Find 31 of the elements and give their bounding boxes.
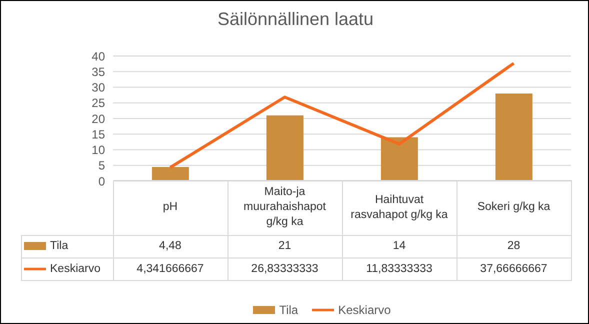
legend-label: Tila [49, 239, 70, 254]
x-tick-label: pH [162, 200, 179, 215]
line-series [168, 62, 516, 169]
data-label: 14 [392, 239, 407, 254]
data-label: 26,83333333 [250, 262, 320, 277]
x-tick-label: Maito-ja muurahaishapot g/kg ka [242, 185, 327, 230]
y-tick-label: 0 [98, 174, 106, 188]
y-tick-label: 40 [92, 49, 106, 64]
y-tick-label: 15 [92, 127, 106, 142]
data-label: 4,48 [158, 239, 182, 254]
y-tick-label: 30 [92, 80, 106, 95]
text: Tila [279, 303, 298, 317]
x-tick-label: Haihtuvat rasvahapot g/kg ka [350, 192, 449, 222]
bar [495, 94, 532, 181]
chart-title: Säilönnällinen laatu [216, 9, 375, 30]
data-label: 11,83333333 [365, 262, 434, 277]
text: Keskiarvo [338, 303, 391, 317]
y-tick-label: 35 [92, 64, 106, 79]
y-tick-label: 5 [98, 158, 106, 173]
legend-label: Keskiarvo [49, 262, 102, 277]
y-tick-label: 10 [92, 143, 106, 158]
data-label: 4,341666667 [136, 262, 205, 277]
bar [380, 137, 418, 181]
bar [266, 115, 304, 181]
x-tick-label: Sokeri g/kg ka [476, 200, 552, 215]
y-tick-label: 20 [92, 112, 106, 126]
bar [152, 167, 189, 181]
data-label: 28 [506, 239, 522, 254]
data-label: 21 [277, 239, 292, 254]
y-tick-label: 25 [92, 96, 106, 110]
data-label: 37,66666667 [479, 262, 548, 277]
